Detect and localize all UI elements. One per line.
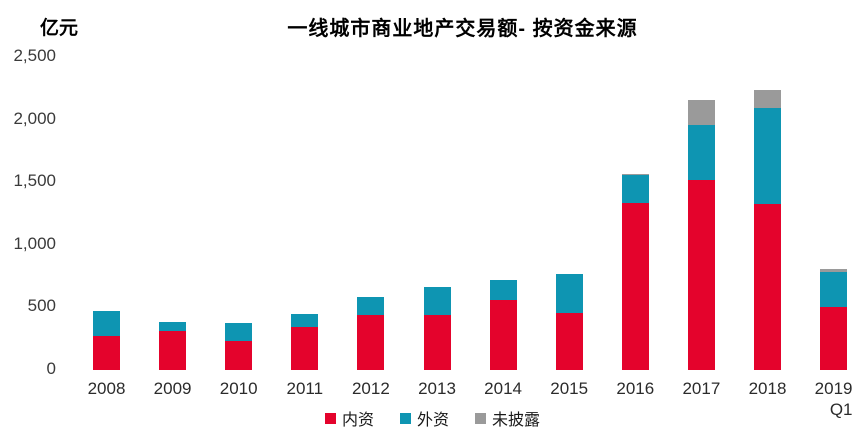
x-axis-label-2011: 2011: [287, 378, 324, 399]
x-axis-label-2017: 2017: [682, 378, 720, 399]
bar-segment-2012-外资: [357, 296, 385, 315]
legend-item-内资: 内资: [324, 406, 374, 430]
bar-segment-2010-内资: [225, 341, 253, 370]
y-tick-label: 1,500: [13, 171, 56, 191]
bar-segment-2008-内资: [93, 335, 120, 370]
bar-segment-2015-内资: [555, 313, 583, 370]
legend-swatch-icon: [324, 412, 336, 424]
y-axis-unit-label: 亿元: [40, 18, 79, 39]
bar-segment-2012-内资: [357, 314, 385, 370]
x-axis-label-line: 2015: [550, 379, 589, 398]
y-tick-label: 2,500: [13, 46, 56, 65]
legend-item-外资: 外资: [399, 406, 449, 430]
bar-segment-2011-外资: [291, 314, 319, 328]
x-axis-label-2014: 2014: [484, 378, 522, 399]
legend-label: 未披露: [492, 412, 541, 429]
bar-segment-2018-内资: [754, 204, 781, 370]
bar-segment-2011-内资: [291, 327, 319, 370]
x-axis-label-2012: 2012: [352, 378, 390, 399]
bar-segment-2017-未披露: [687, 100, 715, 125]
x-axis-label-line: 2017: [682, 379, 721, 398]
x-axis-label-2013: 2013: [418, 378, 456, 399]
bar-segment-2017-外资: [687, 124, 715, 180]
bar-segment-2014-内资: [489, 299, 517, 370]
legend-item-未披露: 未披露: [475, 406, 540, 430]
bar-segment-2018-未披露: [754, 89, 781, 108]
x-axis-label-2009: 2009: [154, 378, 192, 399]
bar-segment-2019-Q1-内资: [820, 306, 848, 370]
y-tick-label: 0: [46, 359, 56, 378]
bar-segment-2016-内资: [621, 203, 649, 370]
x-axis-label-line: 2014: [484, 379, 523, 398]
bar-segment-2013-内资: [423, 314, 451, 370]
x-axis-label-2010: 2010: [220, 378, 258, 399]
bar-segment-2014-外资: [489, 280, 517, 300]
x-axis-label-line: Q1: [829, 400, 853, 419]
bar-segment-2009-外资: [159, 321, 187, 331]
y-tick-label: 500: [27, 296, 56, 316]
bar-segment-2018-外资: [754, 107, 781, 205]
bar-segment-2015-外资: [555, 274, 583, 314]
legend-swatch-icon: [399, 412, 411, 424]
x-axis-label-line: 2010: [219, 379, 258, 398]
legend-swatch-icon: [475, 412, 486, 424]
x-axis-label-line: 2019: [814, 379, 853, 398]
bar-segment-2019-Q1-外资: [820, 272, 848, 307]
legend: 内资 外资 未披露: [0, 406, 865, 430]
x-axis-label-2019-Q1: 2019 Q1: [815, 378, 853, 420]
bar-segment-2009-内资: [159, 330, 187, 370]
bar-segment-2017-内资: [687, 179, 715, 370]
bar-segment-2019-Q1-未披露: [820, 268, 848, 273]
x-axis-label-line: 2009: [153, 379, 192, 398]
bar-segment-2013-外资: [423, 287, 451, 315]
y-tick-label: 1,000: [13, 233, 56, 253]
bar-segment-2016-外资: [621, 175, 649, 204]
x-axis-label-2018: 2018: [749, 378, 787, 399]
x-axis-label-line: 2011: [286, 379, 324, 398]
x-axis-label-line: 2018: [748, 379, 787, 398]
x-axis-label-line: 2012: [351, 379, 390, 398]
y-tick-label: 2,000: [13, 108, 56, 128]
chart-title: 一线城市商业地产交易额- 按资金来源: [287, 18, 638, 40]
bar-segment-2016-未披露: [621, 174, 649, 176]
legend-label: 外资: [416, 412, 449, 429]
x-axis-label-line: 2016: [616, 379, 655, 398]
x-axis-label-2016: 2016: [616, 378, 654, 399]
x-axis-label-2008: 2008: [88, 378, 126, 399]
legend-label: 内资: [341, 412, 374, 429]
x-axis-label-line: 2013: [418, 379, 456, 398]
x-axis-label-line: 2008: [87, 379, 126, 398]
bar-segment-2010-外资: [225, 323, 253, 342]
bar-segment-2008-外资: [93, 311, 120, 336]
x-axis-label-2015: 2015: [550, 378, 588, 399]
